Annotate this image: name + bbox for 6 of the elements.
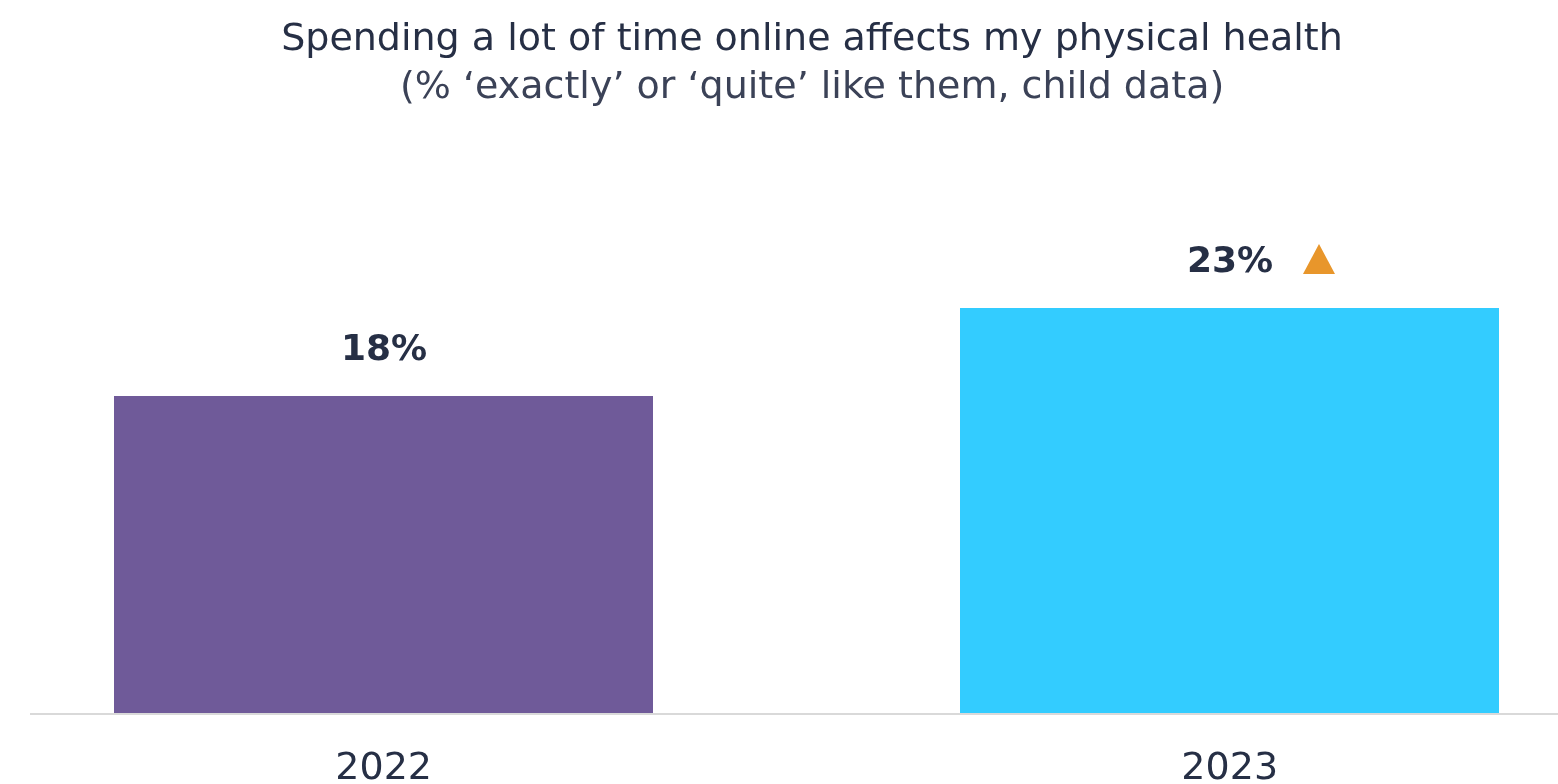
chart-title: Spending a lot of time online affects my physical health bbox=[281, 15, 1343, 60]
data-label: 23% bbox=[1187, 239, 1274, 280]
chart-subtitle: (% ‘exactly’ or ‘quite’ like them, child data) bbox=[400, 63, 1225, 107]
x-tick-label: 2023 bbox=[1181, 743, 1279, 784]
data-label: 18% bbox=[341, 327, 428, 368]
x-tick-label: 2022 bbox=[335, 743, 433, 784]
